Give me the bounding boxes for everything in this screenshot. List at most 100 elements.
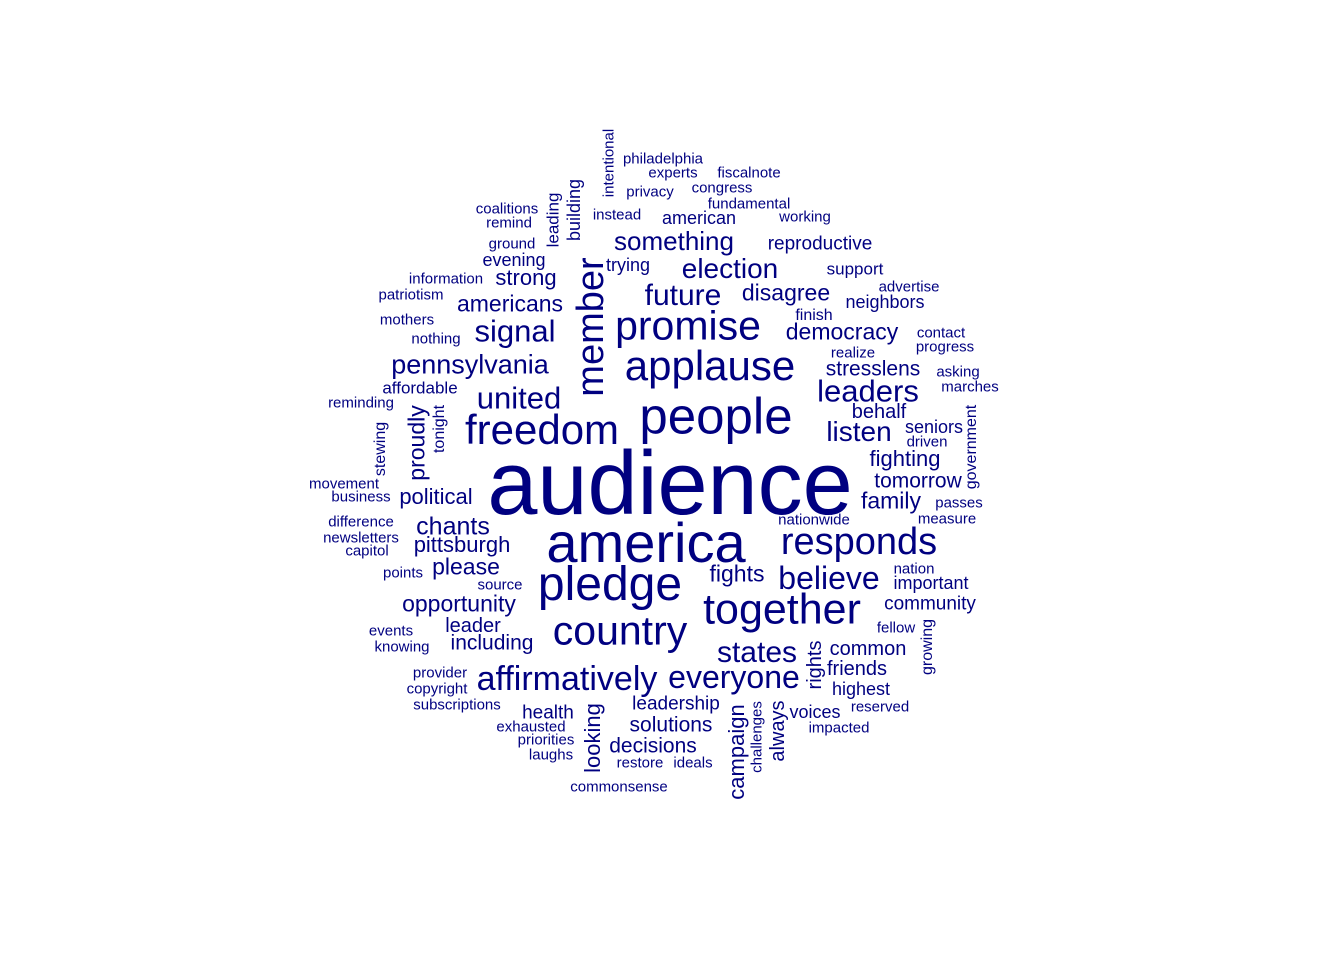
cloud-word: solutions: [629, 713, 713, 737]
cloud-word: ideals: [673, 754, 713, 772]
cloud-word: nationwide: [778, 511, 850, 529]
cloud-word: affordable: [382, 378, 458, 398]
cloud-word: highest: [831, 679, 891, 699]
cloud-word: campaign: [724, 704, 749, 800]
cloud-word: support: [826, 259, 884, 279]
cloud-word: trying: [605, 255, 651, 275]
cloud-word: marches: [941, 378, 999, 396]
cloud-word: signal: [474, 313, 556, 349]
cloud-word: subscriptions: [413, 696, 501, 714]
cloud-word: tonight: [431, 404, 448, 454]
cloud-word: disagree: [741, 279, 831, 306]
cloud-word: believe: [778, 560, 880, 596]
cloud-word: people: [639, 387, 793, 445]
cloud-word: listen: [826, 416, 892, 447]
cloud-word: nothing: [411, 330, 461, 348]
cloud-word: realize: [830, 344, 876, 362]
cloud-word: movement: [308, 475, 380, 493]
cloud-word: source: [477, 576, 523, 594]
cloud-word: reproductive: [767, 233, 873, 255]
cloud-word: events: [368, 622, 414, 640]
cloud-word: priorities: [517, 731, 575, 749]
cloud-word: seniors: [904, 417, 964, 437]
cloud-word: pittsburgh: [413, 532, 511, 557]
cloud-word: american: [661, 208, 737, 228]
cloud-word: important: [893, 573, 969, 593]
cloud-word: challenges: [748, 701, 766, 773]
cloud-word: rights: [804, 640, 826, 690]
cloud-word: finish: [795, 307, 833, 324]
cloud-word: evening: [482, 250, 546, 270]
cloud-word: democracy: [785, 318, 899, 345]
cloud-word: building: [564, 178, 584, 242]
cloud-word: newsletters: [323, 529, 399, 547]
cloud-word: strong: [495, 265, 557, 290]
cloud-word: measure: [917, 510, 977, 528]
cloud-word: tomorrow: [874, 469, 962, 493]
cloud-word: knowing: [374, 638, 430, 656]
cloud-word: affirmatively: [476, 660, 658, 698]
cloud-word: nation: [893, 560, 935, 578]
cloud-word: pledge: [537, 558, 683, 611]
cloud-word: experts: [648, 164, 698, 182]
cloud-word: driven: [906, 433, 948, 451]
cloud-word: instead: [592, 206, 642, 224]
cloud-word: coalitions: [475, 200, 539, 218]
cloud-word: proudly: [403, 405, 430, 481]
cloud-word: applause: [624, 342, 796, 389]
cloud-word: audience: [487, 434, 853, 534]
cloud-word: please: [432, 553, 500, 580]
cloud-word: contact: [916, 324, 966, 342]
cloud-word: stewing: [372, 421, 389, 477]
cloud-word: reminding: [328, 394, 394, 412]
cloud-word: political: [399, 484, 473, 509]
cloud-word: passes: [935, 494, 983, 512]
cloud-word: united: [476, 380, 562, 416]
cloud-word: patriotism: [378, 286, 444, 304]
cloud-word: fighting: [869, 446, 941, 471]
cloud-word: exhausted: [496, 718, 566, 736]
cloud-word: points: [382, 564, 424, 582]
cloud-word: copyright: [406, 680, 468, 698]
cloud-word: government: [963, 404, 980, 490]
cloud-word: responds: [780, 521, 938, 563]
cloud-word: health: [522, 702, 574, 724]
cloud-word: leadership: [632, 693, 720, 715]
cloud-word: future: [644, 279, 722, 312]
cloud-word: states: [716, 636, 798, 669]
cloud-word: progress: [915, 338, 975, 356]
cloud-word: fiscalnote: [717, 164, 781, 182]
cloud-word: privacy: [626, 183, 674, 201]
cloud-word: including: [450, 631, 534, 655]
cloud-word: opportunity: [402, 590, 516, 617]
cloud-word: information: [408, 270, 484, 288]
cloud-word: country: [552, 607, 688, 654]
cloud-word: asking: [936, 363, 980, 381]
cloud-word: advertise: [878, 278, 940, 296]
cloud-word: voices: [789, 702, 841, 722]
cloud-word: together: [703, 585, 861, 634]
cloud-word: business: [331, 488, 391, 506]
cloud-word: leader: [445, 615, 501, 637]
cloud-word: everyone: [668, 659, 800, 695]
cloud-word: reserved: [850, 698, 910, 716]
cloud-word: growing: [919, 618, 936, 676]
cloud-word: always: [767, 700, 789, 762]
cloud-word: fellow: [876, 619, 916, 637]
cloud-word: congress: [691, 179, 753, 197]
cloud-word: intentional: [600, 128, 618, 198]
cloud-word: looking: [580, 703, 605, 773]
cloud-word: neighbors: [845, 292, 925, 312]
cloud-word: americans: [456, 290, 564, 317]
cloud-word: decisions: [609, 734, 697, 758]
cloud-word: capitol: [345, 542, 389, 560]
cloud-word: behalf: [851, 401, 907, 423]
cloud-word: fights: [709, 560, 765, 587]
cloud-word: remind: [486, 214, 532, 232]
cloud-word: ground: [488, 235, 536, 253]
cloud-word: fundamental: [707, 195, 791, 213]
cloud-word: mothers: [379, 311, 435, 329]
cloud-word: difference: [328, 513, 394, 531]
cloud-word: america: [546, 511, 746, 574]
